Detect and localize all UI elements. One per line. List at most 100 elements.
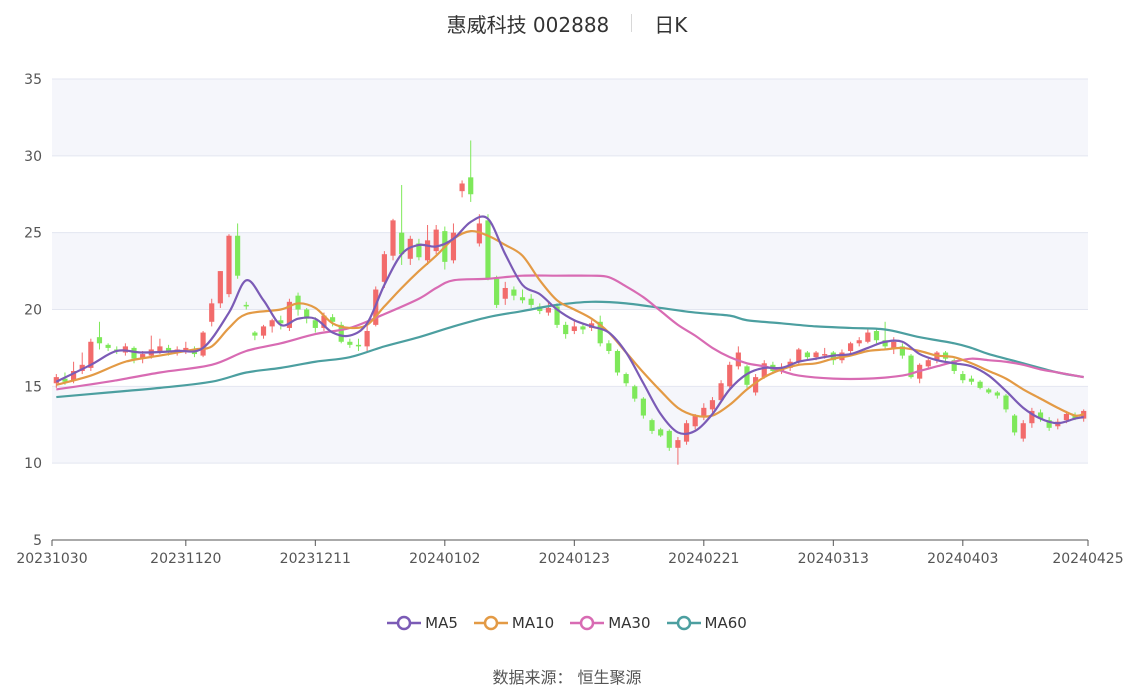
legend-item-ma60[interactable]: MA60 [666,614,747,632]
grid-band [52,386,1088,464]
candle-body [209,303,215,322]
legend-label: MA30 [608,614,651,632]
candle-body [968,378,975,382]
candle-body [891,341,897,348]
candle-body [692,415,698,427]
candle-body [571,326,577,332]
candle-body [321,315,327,328]
candle-body [865,332,871,342]
candle-body [157,346,163,351]
candle-body [381,254,387,282]
candle-body [822,354,828,356]
candle-body [744,366,750,385]
legend-marker-icon [387,615,422,631]
candle-body [597,321,603,344]
candle-body [640,398,646,416]
title-separator [631,14,633,32]
candle-body [1020,423,1026,439]
candle-body [847,343,854,351]
candle-body [545,307,552,313]
series-line-ma30 [56,274,1084,391]
candle-body [235,235,241,276]
stock-name: 惠威科技 002888 [446,12,610,37]
candle-body [450,232,457,261]
legend-marker-icon [473,615,508,631]
candle-body [122,346,128,353]
candle-body [183,347,189,351]
candle-body [217,271,223,304]
candle-body [606,343,612,351]
candlestick-chart[interactable]: 5 10 15 20 25 30 35 20231030 20231120 20231211 202… [0,0,1134,600]
candle-body [53,377,59,384]
candle-body [753,377,759,393]
candle-body [683,423,690,442]
candle-body [1003,395,1009,410]
candle-body [563,324,569,335]
candle-body [675,440,681,448]
candle-body [1063,413,1070,421]
legend-label: MA10 [511,614,555,632]
candle-body [528,298,534,305]
candle-body [796,349,802,362]
candle-body [701,407,707,418]
legend-marker-icon [666,615,701,631]
x-tick-label: 20240403 [927,551,998,567]
period-label[interactable]: 日K [654,12,688,37]
x-tick-label: 20231211 [280,551,351,567]
candle-body [79,364,85,371]
candle-body [908,355,914,378]
candle-body [140,354,146,359]
legend-item-ma10[interactable]: MA10 [473,614,555,632]
candle-body [105,344,111,348]
candle-body [1037,412,1044,419]
candle-body [804,352,811,358]
x-tick-label: 20240102 [409,551,480,567]
candle-body [977,381,983,388]
candle-body [252,332,258,336]
candle-body [994,392,1000,396]
y-tick-label: 15 [24,379,42,395]
legend-label: MA60 [704,614,747,632]
candle-body [709,400,716,410]
candle-body [580,326,586,330]
candle-body [882,340,888,347]
candle-body [62,378,68,382]
grid-band [52,232,1088,310]
candle-body [416,243,422,258]
candle-body [269,320,275,327]
candle-body [338,324,344,342]
series-line-ma60 [56,300,1084,399]
candle-body [666,430,672,448]
candle-body [485,220,491,279]
series-line-ma5 [55,215,1084,436]
y-tick-label: 10 [24,456,42,472]
candle-body [960,374,966,381]
y-tick-label: 20 [24,303,42,319]
legend-marker-icon [570,615,605,631]
candle-body [1072,415,1078,419]
candle-body [243,304,249,307]
candle-body [131,347,137,359]
legend-label: MA5 [425,614,458,632]
candle-body [494,278,500,305]
candle-body [468,177,474,195]
chart-title: 惠威科技 002888 日K [0,8,1134,38]
candle-body [407,238,413,259]
candle-body [347,341,353,345]
candle-body [88,341,94,368]
grid-band [52,79,1088,156]
candle-body [459,183,465,192]
x-tick-label: 20240123 [539,551,610,567]
candle-body [502,287,508,299]
legend-item-ma5[interactable]: MA5 [387,614,458,632]
x-tick-label: 20240313 [798,551,869,567]
candle-body [70,370,77,381]
legend-item-ma30[interactable]: MA30 [570,614,651,632]
candle-body [899,346,905,356]
candle-body [986,389,992,393]
candle-body [200,332,206,356]
candle-body [614,350,621,373]
x-tick-label: 20231030 [16,551,87,567]
candle-body [165,347,172,353]
candle-body [727,364,733,387]
